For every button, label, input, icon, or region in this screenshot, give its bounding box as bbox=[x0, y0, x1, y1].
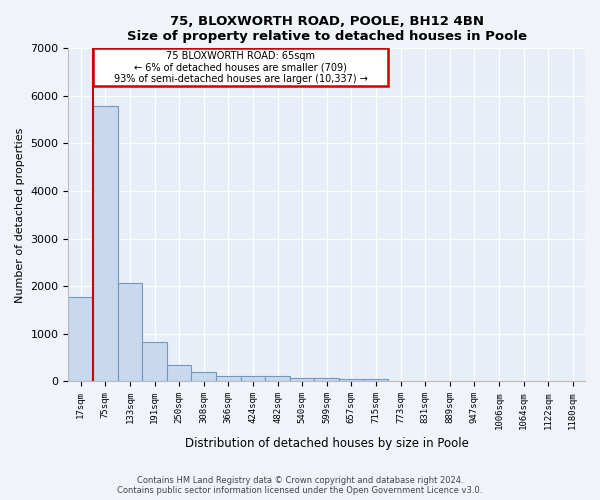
Bar bbox=[68, 296, 93, 382]
Bar bbox=[167, 365, 191, 382]
Bar bbox=[93, 106, 118, 382]
Bar bbox=[216, 376, 241, 382]
X-axis label: Distribution of detached houses by size in Poole: Distribution of detached houses by size … bbox=[185, 437, 469, 450]
Bar bbox=[191, 372, 216, 382]
Bar bbox=[339, 379, 364, 382]
Bar bbox=[142, 342, 167, 382]
Bar bbox=[93, 48, 388, 86]
Bar bbox=[364, 379, 388, 382]
Bar bbox=[265, 376, 290, 382]
Bar bbox=[241, 376, 265, 382]
Text: Contains HM Land Registry data © Crown copyright and database right 2024.
Contai: Contains HM Land Registry data © Crown c… bbox=[118, 476, 482, 495]
Y-axis label: Number of detached properties: Number of detached properties bbox=[15, 127, 25, 302]
Bar bbox=[118, 284, 142, 382]
Bar bbox=[290, 378, 314, 382]
Bar bbox=[314, 378, 339, 382]
Title: 75, BLOXWORTH ROAD, POOLE, BH12 4BN
Size of property relative to detached houses: 75, BLOXWORTH ROAD, POOLE, BH12 4BN Size… bbox=[127, 15, 527, 43]
Text: 75 BLOXWORTH ROAD: 65sqm
← 6% of detached houses are smaller (709)
93% of semi-d: 75 BLOXWORTH ROAD: 65sqm ← 6% of detache… bbox=[113, 51, 368, 84]
